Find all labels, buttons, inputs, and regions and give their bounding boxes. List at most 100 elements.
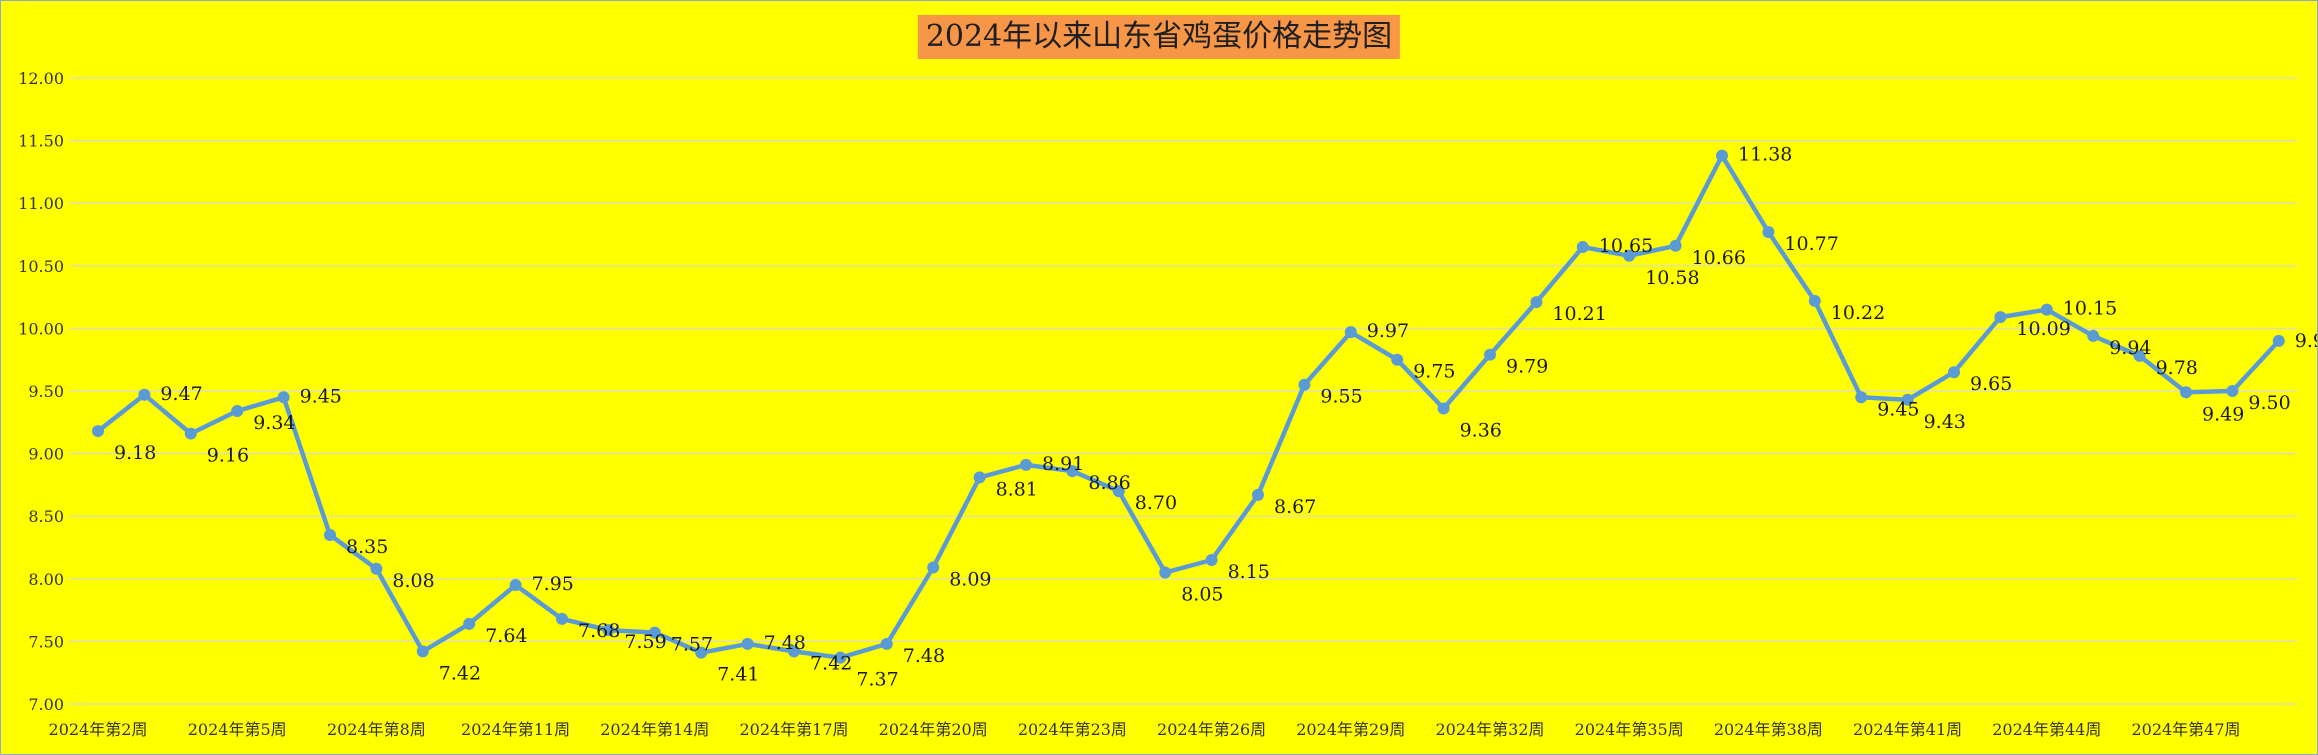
data-label: 9.65 [1970, 373, 2012, 395]
data-point [2272, 334, 2285, 347]
data-label: 10.09 [2016, 318, 2070, 340]
data-point [1716, 149, 1728, 162]
data-point [1994, 311, 2007, 324]
x-tick-label: 2024年第5周 [188, 720, 287, 739]
data-point [648, 626, 661, 639]
data-point [1252, 488, 1264, 501]
data-point [2087, 329, 2100, 342]
data-labels: 9.189.479.169.349.458.358.087.427.647.95… [114, 144, 2317, 691]
x-tick-label: 2024年第8周 [327, 720, 426, 739]
data-point [556, 612, 568, 625]
data-point [231, 405, 244, 418]
data-point [1948, 366, 1960, 379]
series-line [95, 153, 2282, 660]
data-point [1669, 239, 1682, 252]
data-point [1901, 393, 1914, 406]
data-point [1112, 485, 1125, 498]
data-point [138, 388, 151, 401]
data-label: 9.55 [1320, 386, 1362, 408]
x-tick-label: 2024年第35周 [1575, 720, 1684, 739]
data-label: 7.41 [717, 664, 759, 686]
data-label: 7.42 [439, 662, 481, 684]
x-tick-label: 2024年第11周 [461, 720, 570, 739]
x-tick-label: 2024年第29周 [1296, 720, 1405, 739]
data-point [695, 646, 708, 659]
data-label: 8.91 [1042, 453, 1084, 475]
data-label: 10.15 [2063, 298, 2117, 320]
data-point [92, 425, 104, 438]
data-label: 10.66 [1692, 247, 1746, 269]
data-label: 8.15 [1228, 561, 1270, 583]
gridlines [69, 77, 2297, 705]
x-tick-label: 2024年第44周 [1992, 720, 2101, 739]
data-label: 9.50 [2248, 392, 2290, 414]
y-tick-label: 9.50 [28, 382, 64, 401]
data-label: 8.70 [1135, 492, 1177, 514]
data-point [1530, 296, 1543, 309]
y-tick-label: 10.00 [18, 319, 64, 338]
data-point [277, 391, 290, 404]
x-tick-label: 2024年第41周 [1853, 720, 1962, 739]
data-label: 9.90 [2295, 330, 2317, 352]
y-tick-label: 11.00 [18, 194, 64, 213]
data-label: 9.16 [207, 445, 249, 467]
data-label: 10.58 [1645, 267, 1699, 289]
data-label: 7.95 [532, 573, 574, 595]
x-tick-label: 2024年第47周 [2131, 720, 2240, 739]
data-label: 8.09 [949, 569, 991, 591]
data-point [2226, 385, 2239, 397]
data-point [1159, 566, 1172, 579]
data-label: 9.45 [300, 385, 342, 407]
data-label: 9.36 [1460, 420, 1502, 442]
data-label: 7.42 [810, 652, 852, 674]
x-tick-label: 2024年第23周 [1018, 720, 1127, 739]
data-label: 9.45 [1877, 398, 1919, 420]
y-tick-label: 8.00 [28, 570, 64, 589]
data-label: 8.05 [1181, 584, 1223, 606]
data-point [463, 617, 476, 630]
x-tick-label: 2024年第17周 [739, 720, 848, 739]
data-label: 10.77 [1784, 233, 1838, 255]
data-point [1762, 225, 1775, 238]
x-tick-label: 2024年第32周 [1435, 720, 1544, 739]
y-tick-label: 9.00 [28, 445, 64, 464]
data-point [1298, 378, 1311, 391]
data-point [324, 528, 336, 541]
data-label: 11.38 [1738, 144, 1792, 166]
x-tick-label: 2024年第38周 [1714, 720, 1823, 739]
data-point [2180, 386, 2192, 399]
data-label: 10.65 [1599, 235, 1653, 257]
data-label: 9.79 [1506, 356, 1548, 378]
data-label: 9.34 [253, 412, 295, 434]
data-label: 7.57 [671, 634, 713, 656]
data-point [834, 651, 847, 664]
data-label: 7.59 [624, 631, 666, 653]
data-point [370, 562, 383, 575]
data-label: 7.48 [764, 632, 806, 654]
data-label: 9.49 [2202, 403, 2244, 425]
data-point [2040, 303, 2053, 316]
data-label: 7.64 [485, 625, 527, 647]
y-axis-ticks: 7.00 7.50 8.00 8.50 9.00 9.50 10.00 10.50 11.00 1… [18, 69, 64, 714]
data-label: 9.78 [2156, 357, 2198, 379]
x-axis-ticks: 2024年第2周 2024年第5周 2024年第8周 2024年第11周 2024年第1… [49, 720, 2241, 739]
data-point [1437, 402, 1450, 415]
x-tick-label: 2024年第14周 [600, 720, 709, 739]
series-line-group [95, 153, 2282, 660]
data-point [1205, 554, 1218, 567]
y-tick-label: 7.00 [28, 695, 64, 714]
data-label: 9.75 [1413, 361, 1455, 383]
data-label: 7.48 [903, 645, 945, 667]
y-tick-label: 8.50 [28, 507, 64, 526]
x-tick-label: 2024年第2周 [49, 720, 148, 739]
data-label: 8.08 [392, 570, 434, 592]
data-label: 9.47 [160, 383, 202, 405]
x-tick-label: 2024年第26周 [1157, 720, 1266, 739]
data-point [2133, 349, 2146, 362]
y-tick-label: 11.50 [18, 132, 64, 151]
data-label: 10.21 [1552, 303, 1606, 325]
y-tick-label: 12.00 [18, 69, 64, 88]
data-label: 9.94 [2109, 337, 2151, 359]
data-point [184, 427, 197, 440]
